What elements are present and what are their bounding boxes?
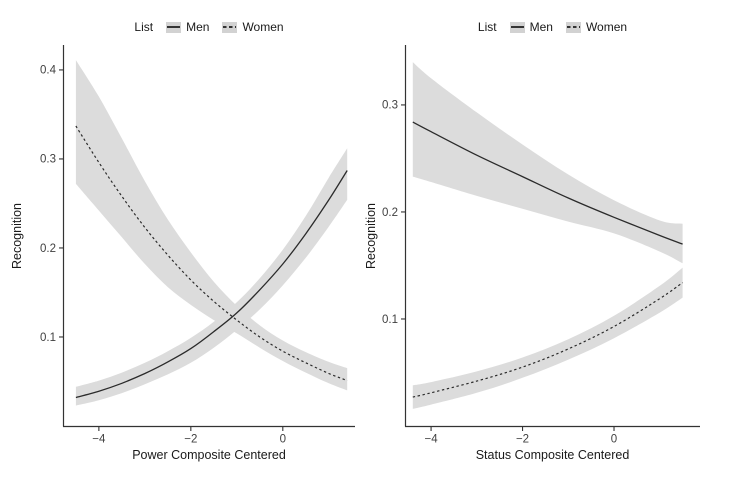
y-tick-label: 0.2	[40, 243, 56, 255]
legend-item-women: Women	[565, 20, 628, 34]
y-axis-title-right: Recognition	[364, 202, 378, 270]
solid-line-key-icon	[166, 21, 182, 33]
ci-band-men	[412, 62, 683, 264]
fit-line-men	[412, 121, 683, 245]
x-tick-label: 0	[611, 434, 617, 446]
ci-band-women	[412, 267, 683, 409]
solid-line-key-icon	[509, 21, 525, 33]
legend-item-men: Men	[509, 20, 553, 34]
y-tick-label: 0.3	[382, 100, 398, 112]
legend-item-women: Women	[222, 20, 284, 34]
legend-label-men: Men	[529, 20, 553, 34]
x-tick-label: −2	[516, 434, 529, 446]
solid-line-glyph	[167, 26, 181, 28]
y-axis-title-left: Recognition	[10, 202, 24, 270]
ci-band-women	[75, 60, 348, 391]
fit-line-women	[412, 282, 683, 398]
dashed-line-glyph	[223, 26, 237, 28]
legend-title: List	[477, 20, 497, 34]
x-tick-label: −2	[184, 434, 197, 446]
x-axis-title-left: Power Composite Centered	[132, 448, 286, 462]
x-tick-label: −4	[425, 434, 439, 446]
dashed-line-key-icon	[565, 21, 581, 33]
legend-item-men: Men	[166, 20, 209, 34]
y-tick-label: 0.2	[382, 207, 398, 219]
legend-right: List Men Women	[405, 18, 700, 36]
legend-label-women: Women	[242, 20, 284, 34]
fit-line-men	[75, 170, 348, 399]
x-tick-label: 0	[280, 434, 286, 446]
x-tick-label: −4	[92, 434, 106, 446]
x-axis-title-right: Status Composite Centered	[475, 448, 630, 462]
dashed-line-glyph	[566, 26, 580, 28]
solid-line-glyph	[510, 26, 524, 28]
y-tick-label: 0.1	[382, 314, 398, 326]
y-tick-label: 0.1	[40, 332, 56, 344]
y-tick-label: 0.4	[40, 65, 57, 77]
ci-band-men	[75, 148, 348, 406]
legend-title: List	[134, 20, 154, 34]
dashed-line-key-icon	[222, 21, 238, 33]
y-tick-label: 0.3	[40, 154, 56, 166]
legend-label-women: Women	[585, 20, 628, 34]
legend-left: List Men Women	[63, 18, 355, 36]
legend-label-men: Men	[186, 20, 210, 34]
